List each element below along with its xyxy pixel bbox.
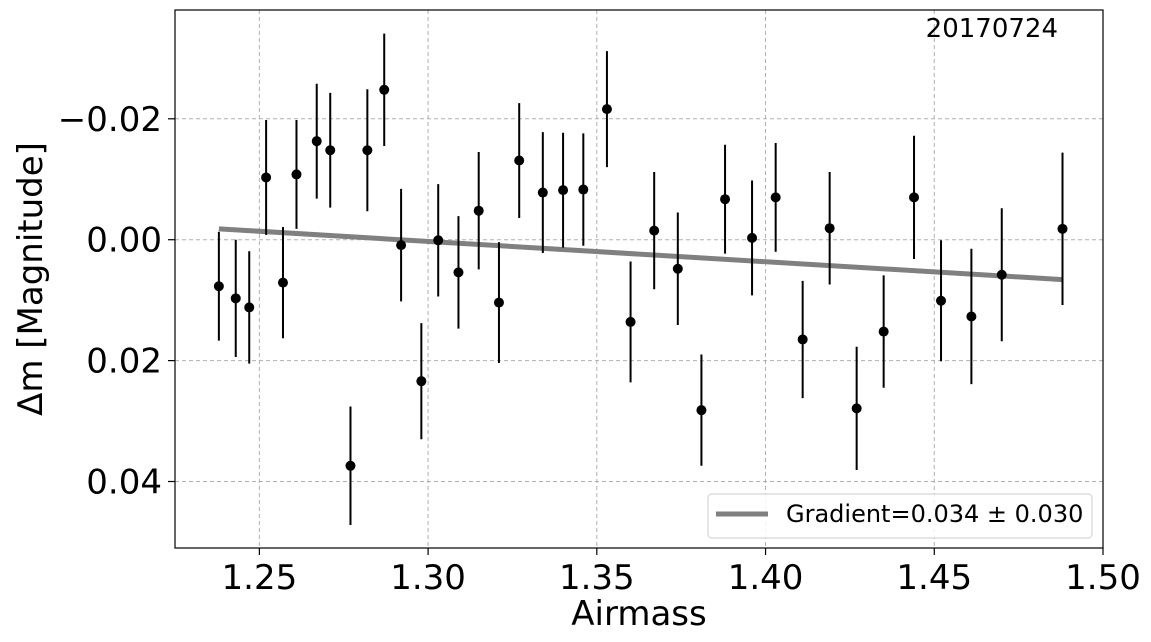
data-point — [797, 334, 808, 345]
x-tick-label: 1.25 — [222, 558, 298, 598]
x-axis-label: Airmass — [571, 594, 706, 634]
data-point — [696, 405, 707, 416]
data-point — [453, 267, 464, 278]
x-tick-label: 1.30 — [390, 558, 466, 598]
y-tick-label: 0.02 — [86, 342, 162, 382]
grid-lines — [175, 10, 1104, 548]
data-point — [936, 295, 947, 306]
data-point — [244, 302, 255, 313]
y-axis-label: Δm [Magnitude] — [11, 142, 51, 416]
legend-entry-gradient: Gradient=0.034 ± 0.030 — [786, 500, 1083, 528]
x-tick-label: 1.50 — [1065, 558, 1141, 598]
x-tick-label: 1.40 — [728, 558, 804, 598]
plot-data — [213, 33, 1068, 526]
data-point — [878, 326, 889, 337]
y-tick-label: 0.00 — [86, 221, 162, 261]
plot-area-frame — [174, 9, 1104, 549]
data-point — [851, 403, 862, 414]
data-point — [649, 225, 660, 236]
data-point — [601, 104, 612, 115]
y-tick-label: −0.02 — [58, 100, 162, 140]
data-point — [345, 460, 356, 471]
data-point — [261, 172, 272, 183]
data-point — [996, 269, 1007, 280]
data-point — [433, 235, 444, 246]
data-point — [672, 263, 683, 274]
data-point — [362, 145, 373, 156]
data-point — [1057, 223, 1068, 234]
data-point — [416, 376, 427, 387]
legend: Gradient=0.034 ± 0.030 — [707, 493, 1093, 539]
x-tick-label: 1.45 — [896, 558, 972, 598]
data-point — [396, 240, 407, 251]
data-point — [720, 194, 731, 205]
data-point — [213, 281, 224, 292]
data-point — [625, 316, 636, 327]
y-tick-label: 0.04 — [86, 463, 162, 503]
data-point — [537, 187, 548, 198]
data-point — [578, 184, 589, 195]
date-annotation: 20170724 — [926, 14, 1058, 44]
legend-box — [707, 493, 1093, 539]
data-point — [747, 232, 758, 243]
data-point — [493, 297, 504, 308]
axis-ticks: 1.25 1.30 1.35 1.40 1.45 1.50 −0.02 0.00 0.02 0.0… — [58, 100, 1141, 598]
data-point — [514, 155, 525, 166]
data-point — [966, 311, 977, 322]
data-point — [230, 293, 241, 304]
data-point — [558, 185, 569, 196]
data-point — [379, 84, 390, 95]
data-point — [824, 223, 835, 234]
data-point — [291, 169, 302, 180]
data-point — [277, 277, 288, 288]
data-point — [909, 192, 920, 203]
data-point — [770, 192, 781, 203]
x-tick-label: 1.35 — [559, 558, 635, 598]
data-point — [325, 145, 336, 156]
data-point — [311, 136, 322, 147]
fit-line — [218, 226, 1063, 283]
data-point — [473, 205, 484, 216]
